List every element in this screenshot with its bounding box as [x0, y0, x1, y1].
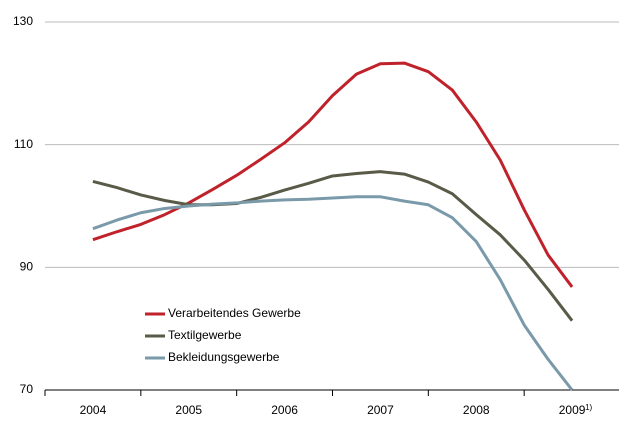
- y-tick-label: 110: [14, 137, 33, 151]
- x-tick-label: 2004: [80, 403, 107, 417]
- x-tick-label: 2005: [175, 403, 202, 417]
- y-tick-label: 90: [20, 260, 34, 274]
- y-tick-label: 70: [20, 382, 34, 396]
- series-line: [92, 170, 574, 322]
- y-tick-label: 130: [13, 14, 33, 28]
- legend-label: Textilgewerbe: [168, 328, 242, 342]
- legend-label: Bekleidungsgewerbe: [168, 350, 280, 364]
- series-line: [92, 195, 574, 391]
- x-tick-label: 2006: [271, 403, 298, 417]
- x-tick-label: 2007: [367, 403, 394, 417]
- legend-label: Verarbeitendes Gewerbe: [168, 306, 301, 320]
- series-line: [92, 61, 574, 288]
- x-tick-label: 2009: [559, 403, 586, 417]
- x-tick-label: 2008: [463, 403, 490, 417]
- footnote-mark: 1): [585, 403, 592, 412]
